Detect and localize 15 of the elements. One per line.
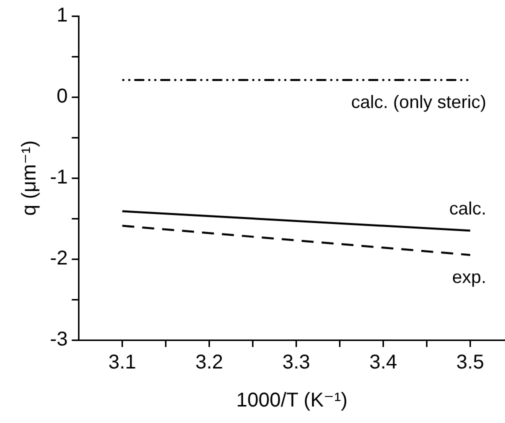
- y-tick-label: -3: [50, 328, 68, 351]
- x-tick-label: 3.3: [282, 352, 310, 374]
- y-axis-title: q (μm⁻¹): [18, 140, 41, 216]
- y-tick-label: 0: [56, 86, 68, 108]
- y-tick-label: -1: [50, 166, 68, 189]
- series-label: calc. (only steric): [351, 92, 486, 112]
- x-axis-title: 1000/T (K⁻¹): [236, 390, 348, 412]
- x-tick-label: 3.4: [369, 352, 398, 374]
- x-tick-label: 3.2: [195, 352, 224, 374]
- x-tick-label: 3.1: [108, 352, 136, 374]
- y-tick-label: -2: [50, 248, 68, 270]
- series-label: exp.: [452, 266, 486, 287]
- x-tick-label: 3.5: [456, 352, 484, 374]
- series-label: calc.: [449, 198, 486, 219]
- y-tick-label: 1: [56, 4, 68, 27]
